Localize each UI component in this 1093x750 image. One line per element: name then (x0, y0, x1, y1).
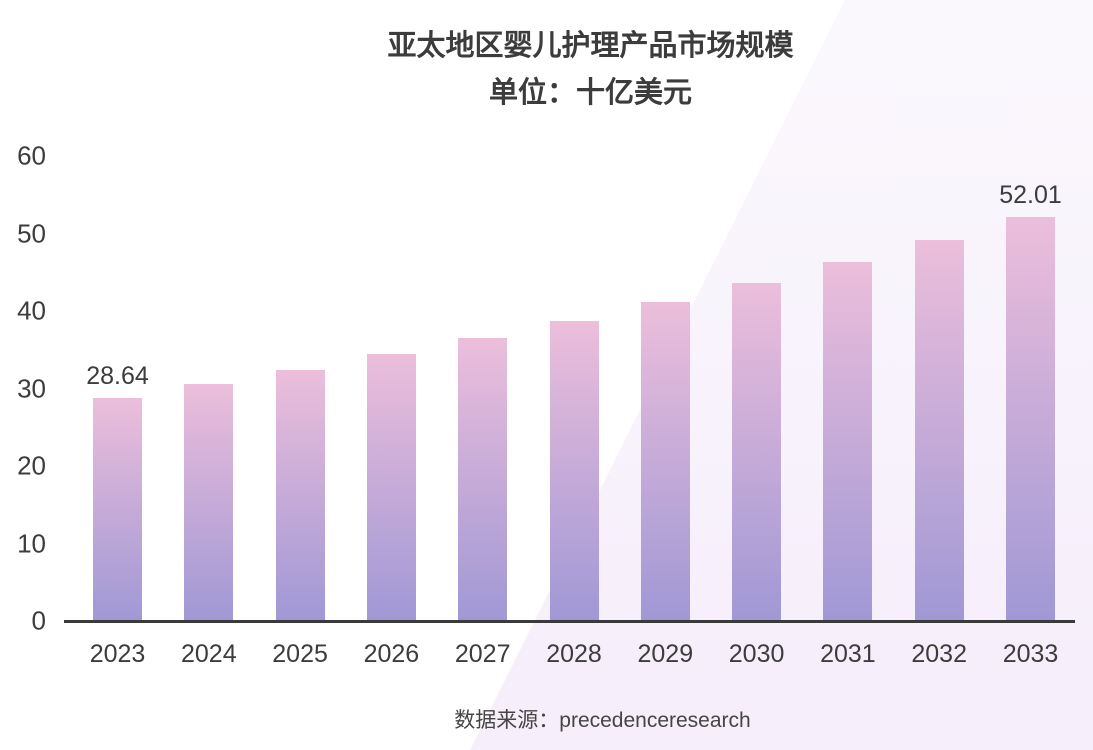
bar-value-label-2033: 52.01 (999, 181, 1062, 209)
bar-2025 (275, 370, 325, 620)
y-tick-label-0: 0 (31, 605, 46, 636)
x-tick-label-2023: 2023 (89, 640, 146, 668)
bar-2032 (914, 240, 964, 620)
x-tick-label-2027: 2027 (454, 640, 511, 668)
y-tick-label-10: 10 (17, 528, 46, 558)
y-tick-label-30: 30 (17, 373, 46, 403)
x-tick-label-2030: 2030 (728, 640, 785, 668)
x-tick-label-2032: 2032 (911, 640, 967, 668)
y-tick-label-60: 60 (17, 140, 46, 171)
chart-subtitle: 单位：十亿美元 (488, 77, 692, 109)
x-tick-label-2031: 2031 (820, 640, 876, 668)
title-block: 亚太地区婴儿护理产品市场规模 单位：十亿美元 (0, 22, 1093, 116)
x-tick-label-2026: 2026 (363, 640, 420, 668)
bar-2033 (1006, 217, 1055, 620)
bar-2027 (458, 338, 508, 620)
data-source: 数据来源：precedenceresearch (454, 709, 751, 732)
x-tick-label-2033: 2033 (1002, 640, 1059, 668)
x-tick-label-2024: 2024 (180, 640, 237, 668)
y-tick-label-40: 40 (17, 295, 46, 326)
bar-2029 (640, 302, 690, 620)
y-tick-label-50: 50 (17, 218, 46, 248)
bar-value-label-2023: 28.64 (86, 362, 149, 390)
x-tick-label-2029: 2029 (637, 640, 694, 668)
x-tick-label-2028: 2028 (546, 640, 602, 668)
bar-2024 (184, 384, 234, 620)
x-tick-label-2025: 2025 (272, 640, 328, 668)
bar-2023 (93, 398, 142, 620)
x-axis-line (64, 620, 1075, 623)
bar-2028 (549, 321, 599, 620)
chart-title: 亚太地区婴儿护理产品市场规模 (387, 30, 794, 62)
y-tick-label-20: 20 (17, 450, 46, 481)
bar-2026 (366, 354, 416, 620)
bar-2030 (732, 283, 782, 620)
bar-2031 (823, 262, 873, 620)
